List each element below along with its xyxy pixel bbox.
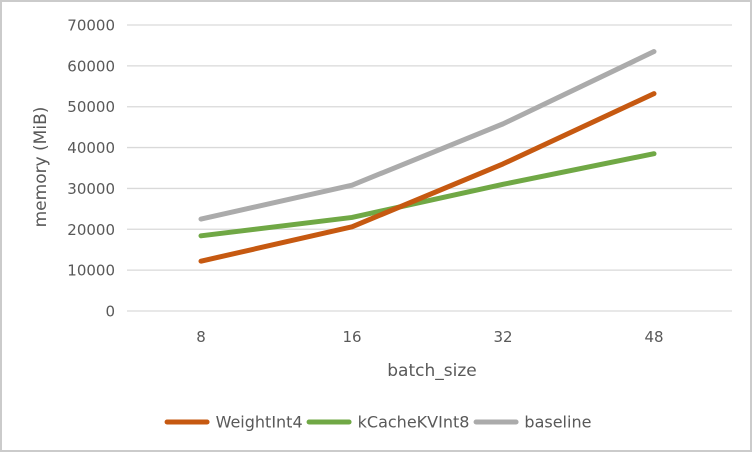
legend-label: WeightInt4	[215, 412, 303, 432]
legend: WeightInt4 kCacheKVInt8 baseline	[164, 412, 591, 432]
y-tick-label: 50000	[67, 98, 115, 116]
x-tick-label: 16	[342, 328, 361, 346]
legend-item-baseline: baseline	[473, 413, 591, 432]
x-axis-title: batch_size	[387, 361, 477, 381]
y-tick-label: 0	[105, 303, 115, 321]
y-tick-label: 70000	[67, 17, 115, 35]
x-tick-label: 32	[493, 328, 512, 346]
legend-item-WeightInt4: WeightInt4	[164, 412, 303, 432]
series-line-kCacheKVInt8	[198, 151, 657, 239]
y-tick-label: 30000	[67, 180, 115, 198]
legend-line-swatch	[164, 419, 210, 425]
legend-label: kCacheKVInt8	[357, 412, 470, 432]
y-tick-label: 60000	[67, 57, 115, 75]
legend-item-kCacheKVInt8: kCacheKVInt8	[306, 412, 470, 432]
legend-label: baseline	[524, 412, 592, 432]
legend-line-swatch	[306, 419, 352, 425]
y-tick-label: 40000	[67, 139, 115, 157]
x-tick-label: 48	[644, 328, 663, 346]
x-tick-label: 8	[196, 328, 206, 346]
y-axis-title: memory (MiB)	[31, 106, 51, 228]
y-tick-label: 10000	[67, 262, 115, 280]
series-line-WeightInt4	[198, 91, 657, 264]
series-line-baseline	[198, 49, 657, 222]
legend-line-swatch	[473, 419, 519, 425]
y-tick-label: 20000	[67, 221, 115, 239]
